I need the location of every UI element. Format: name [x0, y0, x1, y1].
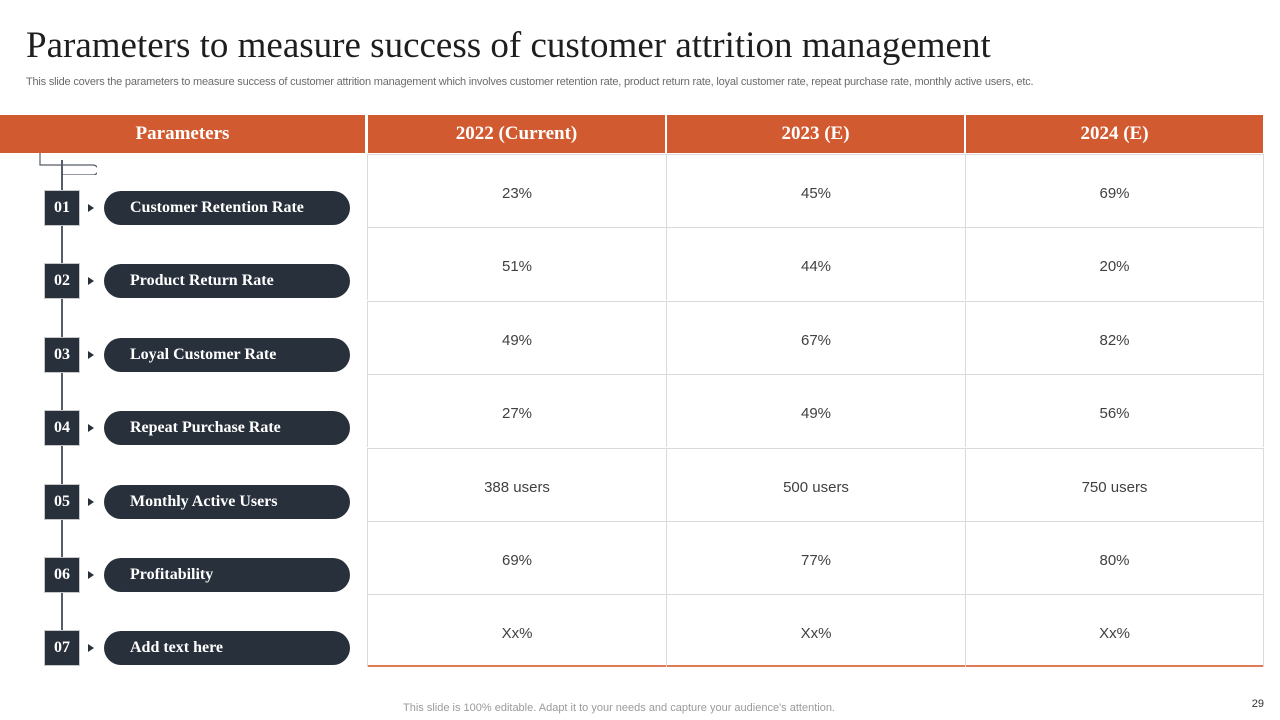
slide-title: Parameters to measure success of custome…	[26, 25, 991, 66]
header-2023: 2023 (E)	[667, 115, 964, 153]
table-cell: 45%	[666, 155, 965, 227]
table-cell: 500 users	[666, 448, 965, 521]
table-row: 27% 49% 56%	[367, 374, 1264, 448]
table-cell: 82%	[965, 301, 1264, 374]
table-cell: 27%	[367, 375, 666, 448]
table-cell: 49%	[367, 301, 666, 374]
arrow-right-icon	[88, 424, 94, 433]
table-cell: 69%	[367, 522, 666, 594]
table-row: 51% 44% 20%	[367, 227, 1264, 301]
table-cell: 77%	[666, 522, 965, 594]
parameter-label: Monthly Active Users	[104, 484, 350, 519]
step-number: 02	[44, 263, 80, 300]
step-number: 07	[44, 630, 80, 667]
table-cell: 388 users	[367, 448, 666, 521]
table-cell: Xx%	[367, 595, 666, 668]
table-row: 69% 77% 80%	[367, 521, 1264, 594]
parameter-label: Add text here	[104, 631, 350, 666]
table-cell: 49%	[666, 375, 965, 448]
arrow-right-icon	[88, 350, 94, 359]
timeline-line	[61, 160, 63, 660]
table-cell: 69%	[965, 155, 1264, 227]
slide-subtitle: This slide covers the parameters to meas…	[26, 76, 1034, 88]
parameter-label: Product Return Rate	[104, 264, 350, 299]
table-row: Xx% Xx% Xx%	[367, 594, 1264, 668]
parameter-label: Customer Retention Rate	[104, 191, 350, 225]
table-cell: 80%	[965, 522, 1264, 594]
arrow-right-icon	[88, 277, 94, 286]
table-cell: Xx%	[666, 595, 965, 668]
arrow-right-icon	[88, 204, 94, 212]
step-number: 03	[44, 336, 80, 373]
step-number: 05	[44, 483, 80, 520]
table-cell: 51%	[367, 228, 666, 301]
parameter-label: Repeat Purchase Rate	[104, 411, 350, 446]
table-cell: 20%	[965, 228, 1264, 301]
header-parameters: Parameters	[0, 115, 365, 153]
table-cell: 44%	[666, 228, 965, 301]
table-cell: 23%	[367, 155, 666, 227]
step-number: 01	[44, 190, 80, 226]
header-2024: 2024 (E)	[966, 115, 1263, 153]
arrow-right-icon	[88, 497, 94, 506]
timeline-hook	[39, 153, 97, 175]
table-cell: 56%	[965, 375, 1264, 448]
table-row: 23% 45% 69%	[367, 154, 1264, 227]
parameter-label: Profitability	[104, 558, 350, 592]
values-table: 23% 45% 69% 51% 44% 20% 49% 67% 82% 27% 49% 56% 388 …	[367, 154, 1264, 668]
step-number: 04	[44, 410, 80, 447]
table-row: 388 users 500 users 750 users	[367, 447, 1264, 521]
arrow-right-icon	[88, 571, 94, 579]
table-cell: 67%	[666, 301, 965, 374]
arrow-right-icon	[88, 644, 94, 653]
header-2022: 2022 (Current)	[368, 115, 665, 153]
parameter-label: Loyal Customer Rate	[104, 337, 350, 372]
table-cell: 750 users	[965, 448, 1264, 521]
step-number: 06	[44, 557, 80, 593]
page-number: 29	[1251, 698, 1264, 710]
footer-note: This slide is 100% editable. Adapt it to…	[403, 702, 835, 714]
table-cell: Xx%	[965, 595, 1264, 668]
table-row: 49% 67% 82%	[367, 300, 1264, 374]
